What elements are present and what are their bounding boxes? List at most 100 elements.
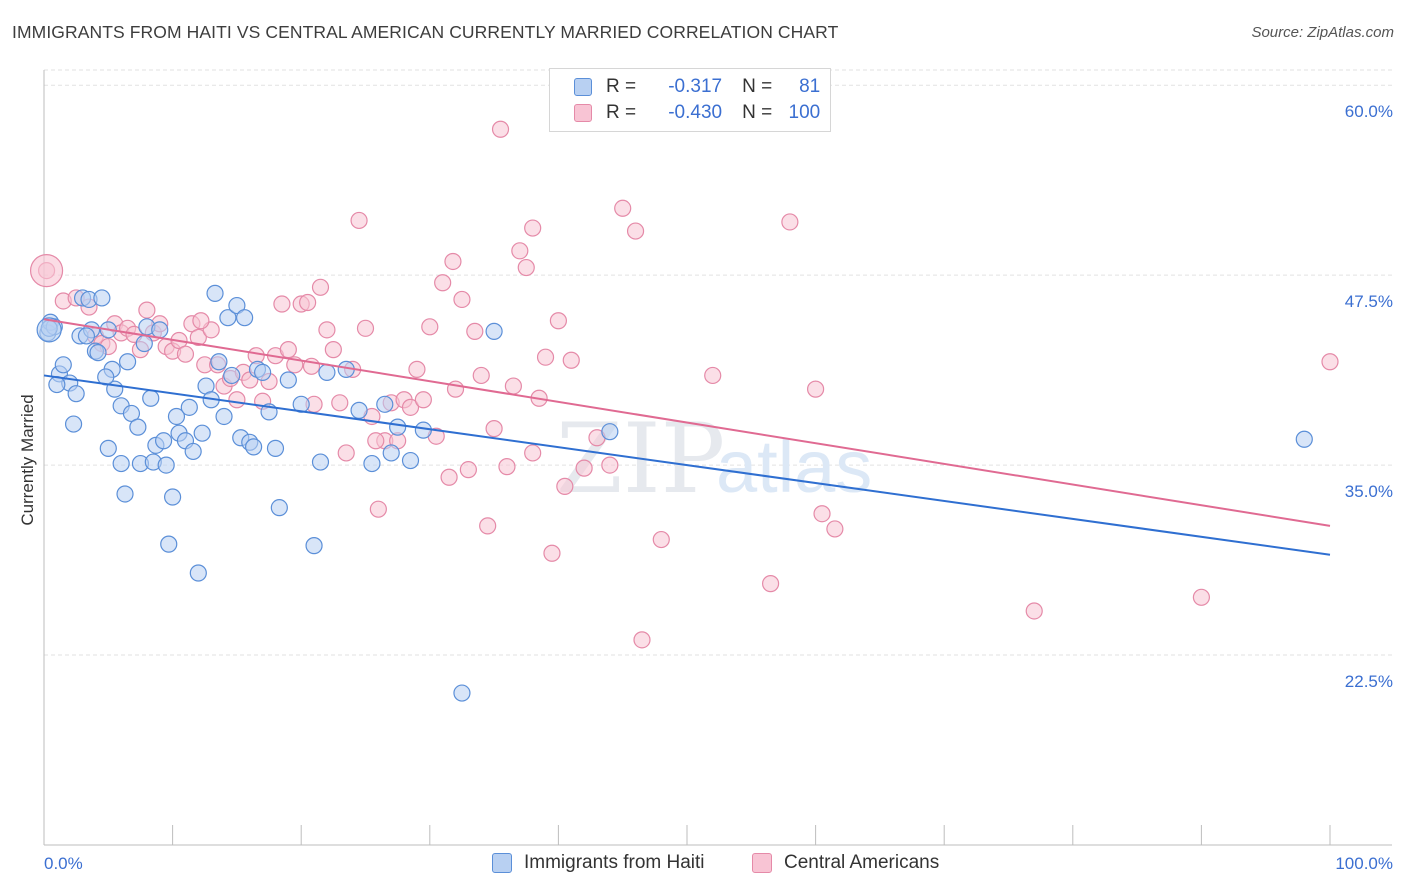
legend-r-label: R = bbox=[606, 102, 637, 123]
central-american-point bbox=[138, 301, 156, 319]
haiti-point bbox=[154, 432, 173, 450]
central-american-point bbox=[408, 360, 426, 378]
central-american-point bbox=[472, 366, 490, 385]
haiti-point bbox=[1295, 430, 1313, 448]
legend-item-haiti: Immigrants from Haiti bbox=[492, 852, 705, 874]
haiti-trend-line bbox=[43, 374, 1331, 556]
central-american-point bbox=[626, 222, 645, 240]
y-tick-label: 60.0% bbox=[1345, 102, 1393, 121]
gridlines bbox=[44, 69, 1392, 656]
haiti-point bbox=[67, 385, 85, 403]
central-american-point bbox=[440, 468, 458, 486]
central-american-point bbox=[761, 575, 780, 593]
central-american-point bbox=[1321, 353, 1339, 371]
haiti-point bbox=[223, 366, 241, 385]
haiti-point bbox=[485, 322, 503, 340]
y-tick-label: 47.5% bbox=[1345, 292, 1393, 311]
haiti-point bbox=[350, 401, 368, 419]
central-american-trend-line bbox=[43, 318, 1331, 527]
central-american-point bbox=[781, 213, 799, 231]
haiti-point bbox=[206, 284, 224, 302]
legend-label-central-americans: Central Americans bbox=[784, 852, 940, 873]
haiti-point bbox=[389, 418, 407, 436]
haiti-point bbox=[601, 423, 619, 441]
x-tick-label: 0.0% bbox=[44, 854, 83, 873]
legend-r-value: -0.430 bbox=[668, 102, 723, 123]
central-american-point bbox=[543, 544, 561, 562]
central-american-point bbox=[459, 461, 477, 479]
central-american-point bbox=[504, 377, 522, 395]
central-american-point bbox=[536, 348, 555, 366]
central-american-point bbox=[176, 345, 195, 363]
haiti-point bbox=[180, 398, 198, 416]
legend-swatch-pink bbox=[752, 853, 772, 873]
central-american-point bbox=[318, 321, 336, 339]
y-tick-label: 35.0% bbox=[1345, 482, 1393, 501]
y-axis-label: Currently Married bbox=[18, 394, 37, 525]
x-tick-label: 100.0% bbox=[1335, 854, 1393, 873]
haiti-point bbox=[219, 309, 237, 327]
haiti-point bbox=[142, 389, 160, 407]
haiti-point bbox=[279, 371, 297, 389]
y-tick-label: 22.5% bbox=[1345, 672, 1393, 691]
haiti-point bbox=[184, 442, 202, 461]
haiti-point bbox=[401, 451, 420, 470]
haiti-point bbox=[210, 353, 228, 371]
central-american-point bbox=[29, 253, 64, 288]
central-american-point bbox=[813, 505, 831, 523]
legend-swatch-blue bbox=[492, 853, 512, 873]
chart-title: IMMIGRANTS FROM HAITI VS CENTRAL AMERICA… bbox=[12, 22, 839, 42]
haiti-point bbox=[64, 415, 83, 433]
central-american-point bbox=[414, 391, 432, 409]
legend-r-value: -0.317 bbox=[668, 76, 723, 97]
central-american-point bbox=[421, 318, 439, 336]
haiti-point bbox=[453, 684, 471, 702]
haiti-point bbox=[318, 363, 336, 382]
central-american-point bbox=[434, 274, 452, 292]
haiti-point bbox=[160, 535, 178, 553]
central-american-point bbox=[337, 444, 355, 462]
central-american-point bbox=[331, 394, 349, 412]
central-american-point bbox=[517, 258, 535, 277]
central-american-point bbox=[485, 420, 503, 438]
tick-labels: 22.5% 35.0% 47.5% 60.0% 0.0% 100.0% bbox=[44, 102, 1393, 873]
haiti-point bbox=[363, 454, 381, 473]
haiti-point bbox=[54, 356, 72, 374]
haiti-point bbox=[266, 439, 285, 457]
central-american-point bbox=[350, 211, 368, 230]
central-american-point bbox=[273, 295, 291, 313]
haiti-point bbox=[129, 418, 147, 436]
central-american-point bbox=[562, 351, 580, 369]
central-american-point bbox=[549, 312, 568, 330]
legend-n-value: 100 bbox=[788, 102, 821, 123]
central-american-point bbox=[826, 520, 844, 538]
haiti-point bbox=[305, 537, 323, 555]
haiti-point bbox=[270, 499, 288, 517]
central-american-point bbox=[1025, 602, 1043, 620]
haiti-point bbox=[167, 407, 186, 426]
legend-row-haiti: R = -0.317 N = 81 bbox=[574, 74, 820, 100]
haiti-point bbox=[189, 564, 207, 582]
central-american-point bbox=[192, 312, 210, 330]
legend-item-central-americans: Central Americans bbox=[752, 852, 939, 874]
haiti-point bbox=[414, 421, 432, 439]
trend-lines bbox=[43, 318, 1331, 556]
central-american-point bbox=[367, 432, 385, 450]
central-american-point bbox=[575, 459, 593, 477]
central-american-point bbox=[511, 242, 529, 260]
legend-swatch-pink bbox=[574, 104, 592, 122]
central-american-point bbox=[601, 456, 619, 474]
central-american-point bbox=[444, 252, 462, 271]
legend-label-haiti: Immigrants from Haiti bbox=[524, 852, 705, 873]
haiti-point bbox=[89, 344, 107, 362]
central-american-point bbox=[614, 199, 632, 217]
legend-r-label: R = bbox=[606, 76, 637, 97]
haiti-point bbox=[93, 289, 111, 307]
central-american-point bbox=[401, 398, 420, 416]
haiti-point bbox=[254, 363, 272, 382]
haiti-point bbox=[228, 296, 246, 315]
watermark-atlas: atlas bbox=[716, 425, 872, 508]
haiti-point bbox=[112, 454, 130, 473]
haiti-point bbox=[118, 353, 137, 371]
